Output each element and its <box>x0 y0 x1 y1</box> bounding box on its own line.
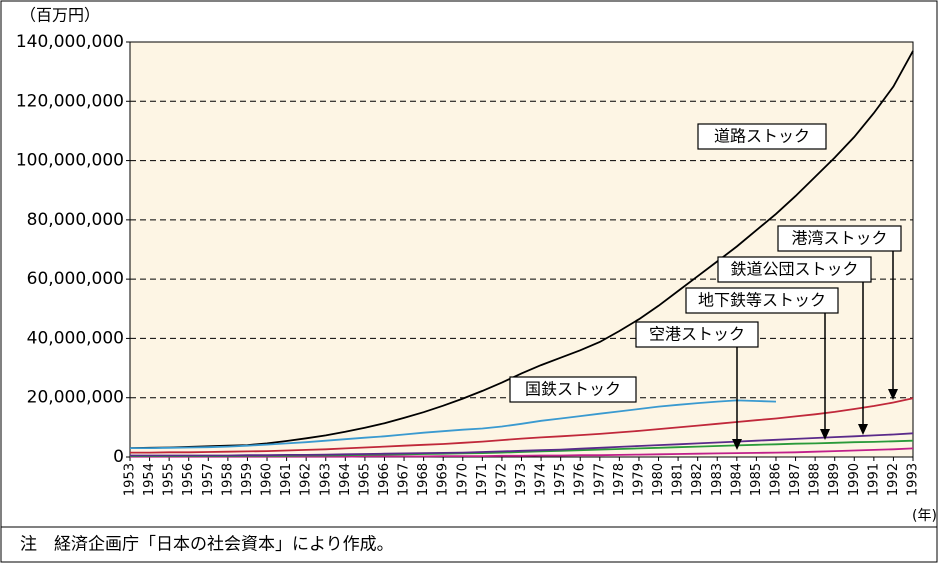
x-tick-label: 1962 <box>299 463 314 496</box>
x-tick-label: 1989 <box>827 463 842 496</box>
note: 注 経済企画庁「日本の社会資本」により作成。 <box>20 535 394 555</box>
x-tick-label: 1980 <box>651 463 666 496</box>
x-tick-label: 1956 <box>181 463 196 496</box>
x-unit: (年) <box>912 508 937 524</box>
y-tick-label: 140,000,000 <box>16 32 124 52</box>
x-tick-label: 1984 <box>729 463 744 496</box>
callout-arrowhead <box>820 429 830 440</box>
callout-box <box>697 123 827 150</box>
callout-box <box>635 321 759 348</box>
x-tick-label: 1954 <box>142 463 157 496</box>
callout-arrowhead <box>858 424 868 435</box>
y-tick-label: 40,000,000 <box>27 328 124 348</box>
x-tick-label: 1972 <box>494 463 509 496</box>
x-tick-label: 1981 <box>671 463 686 496</box>
callout-arrowhead <box>888 389 898 400</box>
x-tick-label: 1973 <box>514 463 529 496</box>
series-line <box>130 447 914 458</box>
x-tick-label: 1968 <box>416 463 431 496</box>
x-tick-label: 1978 <box>612 463 627 496</box>
series-line <box>130 397 914 454</box>
x-tick-label: 1953 <box>123 463 138 496</box>
x-tick-label: 1985 <box>749 463 764 496</box>
x-tick-label: 1993 <box>906 463 921 496</box>
x-tick-label: 1969 <box>436 463 451 496</box>
legend-label: 港湾ストック <box>791 229 887 248</box>
x-tick-label: 1977 <box>592 463 607 496</box>
x-tick-label: 1991 <box>866 463 881 496</box>
x-tick-label: 1971 <box>475 463 490 496</box>
series-line <box>129 50 914 449</box>
callout-arrowhead <box>732 439 742 450</box>
x-tick-label: 1988 <box>808 463 823 496</box>
x-tick-label: 1975 <box>553 463 568 496</box>
x-tick-label: 1992 <box>886 463 901 496</box>
y-tick-label: 120,000,000 <box>16 91 124 111</box>
x-tick-label: 1987 <box>788 463 803 496</box>
x-tick-label: 1955 <box>162 463 177 496</box>
y-tick-label: 0 <box>113 447 124 467</box>
y-tick-label: 80,000,000 <box>27 210 124 230</box>
y-tick-label: 20,000,000 <box>27 388 124 408</box>
x-tick-label: 1970 <box>455 463 470 496</box>
x-tick-label: 1974 <box>534 463 549 496</box>
callout-box <box>685 287 839 314</box>
legend-label: 鉄道公団ストック <box>730 260 858 279</box>
legend-label: 国鉄ストック <box>525 380 621 399</box>
x-tick-label: 1964 <box>338 463 353 496</box>
x-tick-label: 1966 <box>377 463 392 496</box>
x-tick-label: 1979 <box>631 463 646 496</box>
x-tick-label: 1986 <box>768 463 783 496</box>
y-tick-label: 60,000,000 <box>27 269 124 289</box>
x-tick-label: 1961 <box>279 463 294 496</box>
x-tick-label: 1959 <box>240 463 255 496</box>
x-tick-label: 1960 <box>260 463 275 496</box>
callout-box <box>777 225 902 252</box>
x-tick-label: 1976 <box>573 463 588 496</box>
x-tick-label: 1963 <box>318 463 333 496</box>
x-tick-label: 1965 <box>357 463 372 496</box>
x-tick-label: 1958 <box>220 463 235 496</box>
y-tick-label: 100,000,000 <box>16 151 124 171</box>
callout-box <box>717 256 872 283</box>
x-tick-label: 1990 <box>847 463 862 496</box>
legend-label: 空港ストック <box>649 325 745 344</box>
legend-label: 道路ストック <box>714 127 810 146</box>
series-line <box>130 432 914 457</box>
x-tick-label: 1982 <box>690 463 705 496</box>
series-line <box>130 399 777 449</box>
x-tick-label: 1957 <box>201 463 216 496</box>
x-tick-label: 1983 <box>710 463 725 496</box>
x-tick-label: 1967 <box>397 463 412 496</box>
legend-label: 地下鉄等ストック <box>698 291 826 310</box>
y-unit: （百万円） <box>20 6 100 25</box>
callout-box <box>509 376 637 403</box>
